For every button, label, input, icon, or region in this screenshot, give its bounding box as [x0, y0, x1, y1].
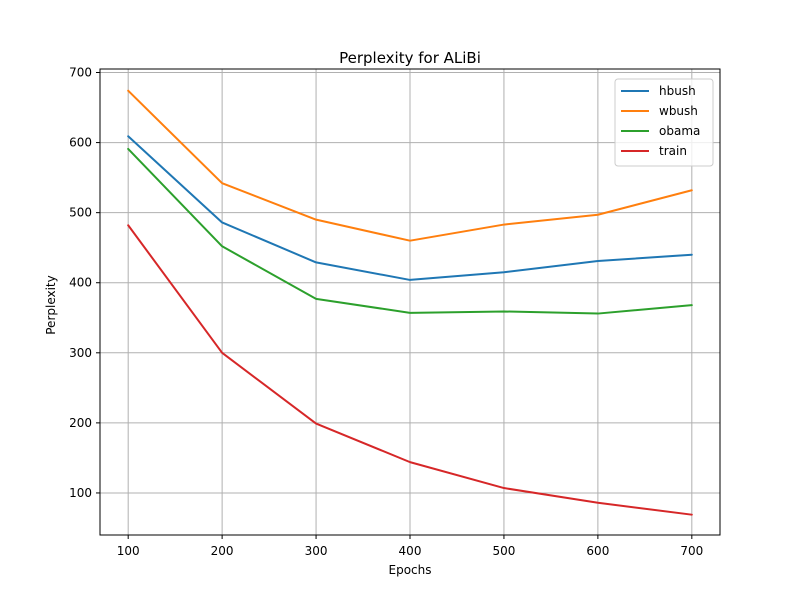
data-point-obama [409, 312, 411, 314]
legend-label-train: train [659, 144, 687, 158]
data-point-train [221, 352, 223, 354]
legend-items: hbush wbush obama train [621, 84, 700, 158]
x-tick-label: 200 [211, 544, 234, 558]
legend-frame [614, 78, 714, 167]
data-point-train [691, 514, 693, 516]
axis-ticks: 100 200 300 400 500 600 700 100 200 300 400 500 600 7… [69, 66, 703, 558]
data-point-hbush [597, 260, 599, 262]
series-line-hbush [127, 135, 693, 281]
chart-title: Perplexity for ALiBi [339, 49, 481, 67]
data-point-obama [127, 148, 129, 150]
y-tick-label: 500 [69, 206, 92, 220]
x-tick-label: 700 [680, 544, 703, 558]
x-tick-label: 600 [586, 544, 609, 558]
data-point-obama [597, 313, 599, 315]
data-point-train [315, 423, 317, 425]
series-lines [127, 89, 693, 516]
data-point-obama [503, 310, 505, 312]
y-tick-label: 600 [69, 136, 92, 150]
data-point-wbush [691, 189, 693, 191]
x-tick-label: 100 [117, 544, 140, 558]
data-point-hbush [315, 261, 317, 263]
legend-label-wbush: wbush [659, 104, 698, 118]
data-point-wbush [221, 182, 223, 184]
data-point-wbush [503, 224, 505, 226]
data-point-wbush [315, 219, 317, 221]
x-axis-label: Epochs [389, 563, 432, 577]
y-tick-label: 300 [69, 346, 92, 360]
y-tick-label: 700 [69, 66, 92, 80]
y-tick-label: 100 [69, 486, 92, 500]
data-point-obama [315, 298, 317, 300]
data-point-train [597, 502, 599, 504]
data-point-train [127, 224, 129, 226]
data-point-obama [221, 245, 223, 247]
data-point-train [503, 487, 505, 489]
x-tick-label: 400 [399, 544, 422, 558]
grid [100, 69, 720, 535]
data-point-wbush [127, 90, 129, 92]
data-point-hbush [503, 271, 505, 273]
series-line-wbush [127, 89, 693, 242]
data-point-hbush [691, 254, 693, 256]
x-tick-label: 300 [305, 544, 328, 558]
y-tick-label: 400 [69, 276, 92, 290]
data-point-hbush [127, 135, 129, 137]
legend-label-obama: obama [659, 124, 700, 138]
data-point-obama [691, 304, 693, 306]
x-tick-label: 500 [492, 544, 515, 558]
data-point-hbush [221, 221, 223, 223]
y-axis-label: Perplexity [44, 275, 58, 335]
y-tick-label: 200 [69, 416, 92, 430]
data-point-wbush [409, 240, 411, 242]
legend: hbush wbush obama train [614, 78, 714, 167]
data-point-hbush [409, 279, 411, 281]
data-point-train [409, 461, 411, 463]
series-line-train [127, 224, 693, 516]
legend-label-hbush: hbush [659, 84, 696, 98]
series-line-obama [127, 147, 693, 315]
data-point-wbush [597, 214, 599, 216]
